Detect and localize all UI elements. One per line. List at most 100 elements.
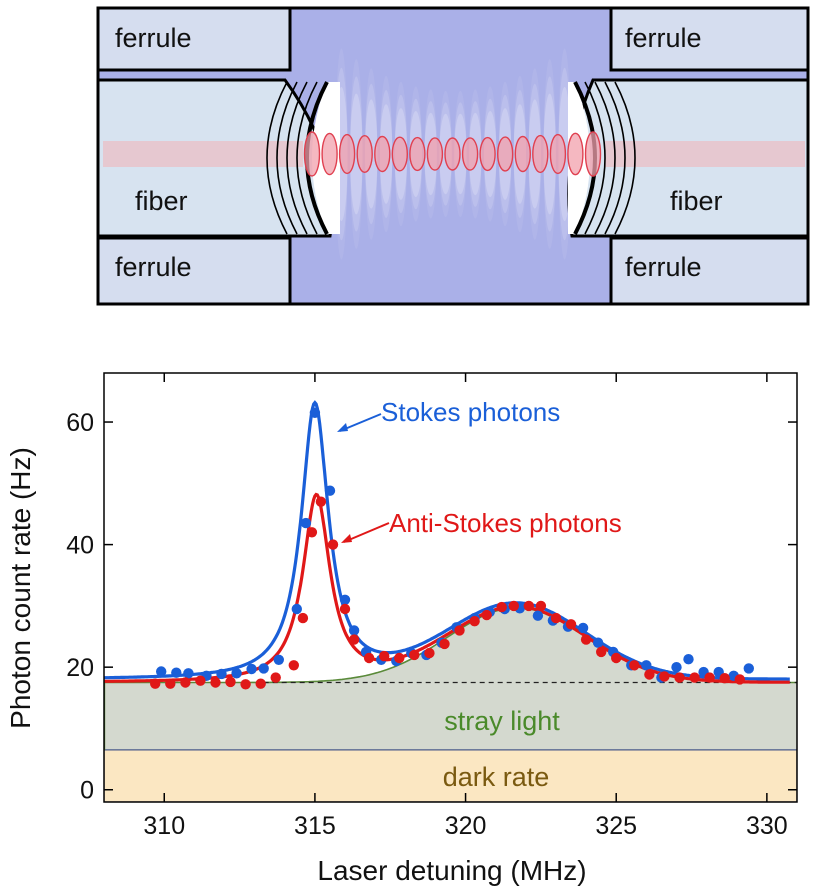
anti-stokes-data-point bbox=[674, 672, 685, 683]
anti-stokes-data-point bbox=[734, 674, 745, 685]
anti-stokes-data-point bbox=[195, 675, 206, 686]
anti-stokes-data-point bbox=[596, 646, 607, 658]
fringe bbox=[350, 76, 363, 232]
anti-stokes-data-point bbox=[550, 612, 562, 624]
stokes-data-point bbox=[300, 517, 312, 529]
y-tick-label: 20 bbox=[66, 654, 94, 682]
anti-stokes-data-point bbox=[439, 638, 450, 650]
anti-stokes-data-point bbox=[348, 634, 360, 645]
anti-stokes-data-point bbox=[288, 660, 299, 671]
anti-stokes-data-point bbox=[315, 496, 327, 507]
mirror-arc-left bbox=[266, 81, 288, 235]
anti-stokes-data-point bbox=[394, 652, 405, 664]
stokes-arrowhead bbox=[337, 423, 348, 432]
stokes-data-point bbox=[592, 637, 604, 648]
stokes-data-point bbox=[309, 407, 321, 418]
antinode bbox=[514, 135, 531, 173]
anti-stokes-arrowhead bbox=[341, 534, 352, 543]
stray-light-label: stray light bbox=[444, 706, 560, 736]
anti-stokes-data-point bbox=[210, 677, 221, 688]
standing-wave-antinodes bbox=[303, 131, 602, 177]
antinode bbox=[567, 132, 584, 176]
anti-stokes-data-point bbox=[379, 650, 390, 662]
mirror-arc-right bbox=[614, 81, 636, 235]
anti-stokes-arrow bbox=[343, 522, 390, 543]
anti-stokes-data-point bbox=[240, 679, 251, 690]
antinode bbox=[497, 136, 514, 172]
stokes-data-point bbox=[324, 485, 336, 496]
anti-stokes-data-point bbox=[644, 669, 655, 680]
anti-stokes-data-point bbox=[481, 609, 492, 621]
antinode bbox=[338, 133, 356, 175]
stokes-annotation: Stokes photons bbox=[381, 397, 560, 427]
mirror-arc-right bbox=[604, 81, 626, 235]
ferrule-top-right bbox=[609, 6, 810, 72]
fiber-label-right: fiber bbox=[670, 186, 723, 216]
anti-stokes-data-point bbox=[629, 660, 640, 671]
anti-stokes-data-point bbox=[704, 672, 715, 683]
chart-axes: 310 315 320 325 330 0 20 40 60 bbox=[66, 373, 797, 840]
stokes-data-point bbox=[216, 668, 227, 680]
anti-stokes-data-point bbox=[363, 652, 375, 664]
antinode bbox=[444, 137, 461, 171]
stray-light-area bbox=[104, 607, 797, 750]
stokes-data-point bbox=[683, 654, 694, 665]
stokes-data-point bbox=[246, 663, 257, 675]
antinode bbox=[356, 134, 373, 173]
anti-stokes-data-point bbox=[255, 678, 266, 689]
chart-data-points bbox=[150, 407, 754, 690]
anti-stokes-data-point bbox=[719, 673, 730, 684]
antinode bbox=[321, 132, 338, 176]
mirror-arc-right bbox=[594, 81, 616, 235]
ferrule-label-top-right: ferrule bbox=[625, 23, 702, 53]
mirror-arc-left bbox=[296, 81, 318, 235]
stokes-data-point bbox=[671, 662, 682, 673]
plot-frame bbox=[103, 372, 798, 803]
ferrule-label-bottom-right: ferrule bbox=[625, 252, 702, 282]
x-tick-label: 320 bbox=[445, 812, 487, 840]
anti-stokes-data-point bbox=[327, 539, 339, 550]
anti-stokes-annotation: Anti-Stokes photons bbox=[389, 508, 622, 538]
antinode bbox=[303, 131, 321, 177]
fringe bbox=[350, 93, 363, 215]
anti-stokes-data-point bbox=[689, 672, 700, 683]
antinode bbox=[532, 134, 549, 174]
y-tick-label: 60 bbox=[66, 409, 94, 437]
ferrule-bottom-right bbox=[609, 236, 810, 306]
stokes-data-point bbox=[231, 668, 242, 679]
chart: 310 315 320 325 330 0 20 40 60 Stokes photons An… bbox=[5, 372, 798, 886]
y-tick-label: 0 bbox=[80, 777, 94, 805]
x-tick-label: 315 bbox=[294, 812, 336, 840]
x-tick-label: 325 bbox=[595, 812, 637, 840]
chart-background-bands bbox=[104, 606, 797, 802]
y-tick-label: 40 bbox=[66, 532, 94, 560]
anti-stokes-data-point bbox=[270, 672, 281, 683]
stokes-data-point bbox=[291, 603, 302, 615]
anti-stokes-data-point bbox=[409, 649, 420, 661]
antinode bbox=[374, 135, 391, 173]
stokes-data-point bbox=[183, 668, 194, 679]
stokes-data-point bbox=[273, 654, 284, 665]
stokes-data-point bbox=[348, 625, 360, 636]
dark-rate-label: dark rate bbox=[443, 762, 550, 792]
anti-stokes-data-point bbox=[225, 676, 236, 688]
beam-right bbox=[605, 141, 805, 167]
anti-stokes-data-point bbox=[659, 671, 670, 682]
antinode bbox=[391, 136, 408, 172]
antinode bbox=[479, 136, 496, 172]
anti-stokes-data-point bbox=[306, 527, 318, 538]
ferrule-top-left bbox=[96, 6, 292, 72]
antinode bbox=[409, 136, 426, 172]
stokes-data-point bbox=[743, 663, 754, 674]
beam-left bbox=[103, 141, 303, 167]
mirror-arc-left bbox=[276, 81, 298, 235]
mirror-arc-right bbox=[584, 81, 606, 235]
anti-stokes-data-point bbox=[469, 616, 480, 627]
anti-stokes-data-point bbox=[297, 612, 309, 624]
anti-stokes-data-point bbox=[523, 600, 534, 612]
ferrule-bottom-left bbox=[96, 236, 292, 306]
antinode bbox=[549, 133, 567, 175]
stokes-data-point bbox=[641, 660, 652, 671]
fringe bbox=[350, 59, 363, 249]
